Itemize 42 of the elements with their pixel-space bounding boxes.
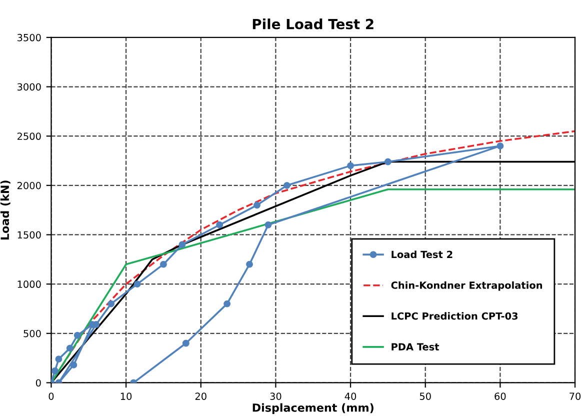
- point: [216, 221, 224, 228]
- x-tick-label: 30: [270, 392, 282, 400]
- point: [160, 260, 167, 268]
- point: [108, 300, 115, 308]
- legend-label: Chin-Kondner Extrapolation: [391, 281, 542, 291]
- y-axis-title: Load (kN): [0, 180, 10, 240]
- y-tick-label: 2000: [17, 182, 41, 190]
- legend-label: LCPC Prediction CPT-03: [392, 312, 518, 320]
- y-tick-label: 3000: [17, 83, 41, 91]
- x-tick-label: 40: [344, 392, 356, 400]
- x-tick-label: 50: [420, 392, 431, 400]
- y-tick-label: 1500: [18, 231, 41, 239]
- point: [134, 280, 141, 288]
- point: [224, 300, 231, 308]
- x-axis-title: Displacement (mm): [252, 403, 374, 414]
- point: [283, 182, 290, 189]
- x-tick-label: 60: [494, 392, 506, 400]
- y-tick-label: 1000: [18, 280, 41, 288]
- legend-label: Load Test 2: [392, 250, 452, 258]
- x-tick-label: 10: [120, 392, 132, 400]
- y-tick-label: 2500: [17, 132, 41, 140]
- point: [66, 344, 74, 352]
- point: [384, 158, 392, 166]
- point: [246, 260, 253, 268]
- point: [74, 332, 81, 339]
- point: [264, 221, 272, 228]
- x-tick-label: 70: [570, 392, 581, 400]
- chart-title: Pile Load Test 2: [252, 18, 374, 30]
- point: [347, 162, 354, 170]
- point: [51, 367, 58, 374]
- legend-label: PDA Test: [392, 343, 440, 350]
- point: [496, 142, 504, 150]
- point: [178, 241, 186, 248]
- point: [254, 202, 260, 209]
- y-tick-label: 3500: [17, 34, 41, 42]
- x-tick-label: 20: [195, 392, 206, 400]
- point: [55, 356, 62, 363]
- y-tick-label: 500: [24, 330, 41, 338]
- x-tick-label: 0: [48, 392, 54, 400]
- y-tick-label: 0: [36, 379, 41, 387]
- point: [182, 340, 190, 347]
- point: [70, 361, 78, 368]
